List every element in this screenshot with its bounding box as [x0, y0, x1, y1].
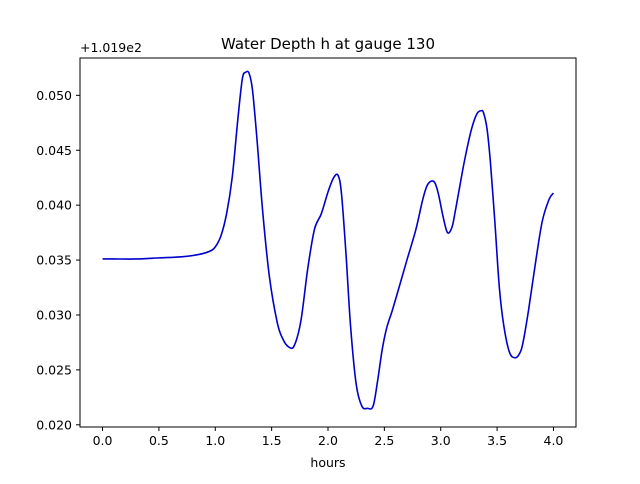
- y-axis-offset-label: +1.019e2: [80, 40, 142, 55]
- y-tick-label: 0.020: [36, 417, 72, 432]
- y-tick-label: 0.025: [36, 362, 72, 377]
- y-tick-label: 0.050: [36, 88, 72, 103]
- y-tick-label: 0.035: [36, 253, 72, 268]
- series-layer: [102, 70, 555, 410]
- x-tick-label: 4.0: [544, 433, 564, 448]
- series-line-0: [102, 70, 555, 410]
- x-axis-label: hours: [310, 455, 345, 470]
- x-tick-label: 0.5: [149, 433, 169, 448]
- x-tick-label: 2.0: [318, 433, 338, 448]
- y-tick-label: 0.040: [36, 198, 72, 213]
- x-tick-label: 3.5: [487, 433, 507, 448]
- chart-title: Water Depth h at gauge 130: [221, 35, 435, 53]
- x-tick-label: 1.0: [205, 433, 225, 448]
- y-tick-label: 0.030: [36, 307, 72, 322]
- x-tick-label: 3.0: [431, 433, 451, 448]
- axes-layer: 0.0 0.5 1.0 1.5 2.0 2.5 3.0 3.5 4.0 0.020 0.025 0.0…: [36, 57, 577, 448]
- y-tick-label: 0.045: [36, 143, 72, 158]
- x-tick-label: 2.5: [374, 433, 394, 448]
- x-tick-label: 1.5: [262, 433, 282, 448]
- x-tick-label: 0.0: [93, 433, 113, 448]
